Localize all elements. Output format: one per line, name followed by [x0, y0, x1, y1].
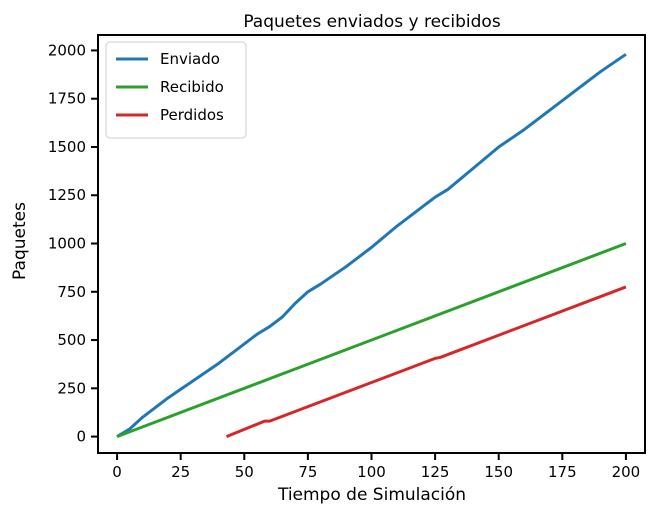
y-axis-label: Paquetes — [10, 202, 30, 280]
plot-frame — [97, 34, 646, 454]
axis-ticks: 0 25 50 75 100 125 150 175 200025050075010001250… — [48, 41, 640, 481]
series-lines — [116, 53, 627, 438]
x-tick-label: 50 — [235, 463, 254, 481]
x-axis-label: Tiempo de Simulación — [277, 485, 466, 505]
x-tick-label: 25 — [171, 463, 190, 481]
x-tick-label: 175 — [548, 463, 577, 481]
x-tick-label: 125 — [421, 463, 450, 481]
y-tick-label: 1500 — [48, 138, 86, 156]
y-tick-label: 1250 — [48, 186, 86, 204]
legend-label: Perdidos — [160, 106, 224, 124]
chart-title: Paquetes enviados y recibidos — [243, 12, 501, 32]
y-tick-label: 2000 — [48, 41, 86, 59]
y-tick-label: 1000 — [48, 235, 86, 253]
legend-label: Enviado — [160, 50, 220, 68]
x-tick-label: 0 — [112, 463, 122, 481]
series-line-perdidos — [225, 285, 627, 438]
legend: Enviado Recibido Perdidos — [105, 41, 247, 139]
y-tick-label: 500 — [57, 331, 86, 349]
series-line-enviado — [116, 53, 627, 438]
x-tick-label: 200 — [612, 463, 641, 481]
x-tick-label: 150 — [484, 463, 513, 481]
y-tick-label: 1750 — [48, 90, 86, 108]
y-tick-label: 250 — [57, 379, 86, 397]
y-tick-label: 750 — [57, 283, 86, 301]
x-tick-label: 75 — [298, 463, 317, 481]
x-tick-label: 100 — [357, 463, 386, 481]
legend-label: Recibido — [160, 78, 224, 96]
series-line-recibido — [116, 242, 627, 438]
y-tick-label: 0 — [76, 428, 86, 446]
